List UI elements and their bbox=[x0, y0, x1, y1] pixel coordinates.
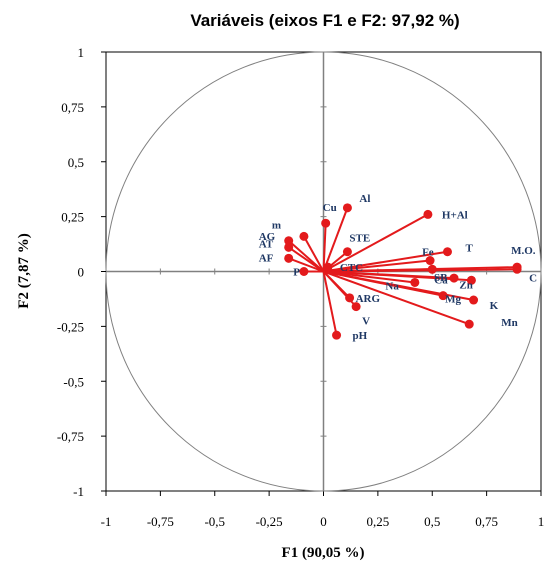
y-tick-label: -1 bbox=[73, 484, 84, 499]
point-marker bbox=[299, 267, 309, 276]
point-marker bbox=[299, 231, 309, 241]
vector-at bbox=[288, 246, 325, 273]
x-axis-label: F1 (90,05 %) bbox=[282, 545, 365, 561]
vector-ca bbox=[323, 268, 433, 273]
point-marker bbox=[284, 253, 294, 263]
chart-title: Variáveis (eixos F1 e F2: 97,92 %) bbox=[190, 11, 459, 30]
variable-label: Mn bbox=[501, 317, 517, 329]
y-tick-label: 1 bbox=[78, 45, 85, 60]
y-axis-label: F2 (7,87 %) bbox=[16, 233, 32, 308]
point-marker bbox=[323, 262, 333, 272]
point-marker bbox=[284, 242, 294, 252]
variable-label: Mg bbox=[445, 294, 461, 306]
vector-cu bbox=[322, 223, 327, 272]
vector-na bbox=[323, 270, 415, 284]
variable-label: AT bbox=[259, 238, 274, 250]
variable-label: Zn bbox=[459, 279, 472, 291]
point-marker bbox=[442, 247, 452, 257]
variable-label: P bbox=[293, 267, 300, 279]
y-tick-label: -0,25 bbox=[57, 319, 84, 334]
point-marker bbox=[469, 295, 479, 305]
point-marker bbox=[321, 218, 331, 228]
point-marker bbox=[410, 277, 420, 287]
variable-label: M.O. bbox=[511, 245, 536, 257]
x-tick-label: -0,5 bbox=[204, 514, 225, 529]
variable-label: H+Al bbox=[442, 209, 468, 221]
x-tick-label: -1 bbox=[101, 514, 112, 529]
point-marker bbox=[512, 264, 522, 274]
x-tick-label: 0,25 bbox=[367, 514, 390, 529]
point-marker bbox=[351, 302, 361, 312]
point-marker bbox=[345, 293, 355, 303]
y-tick-label: -0,75 bbox=[57, 429, 84, 444]
y-tick-label: 0,25 bbox=[61, 210, 84, 225]
variable-label: Fe bbox=[422, 247, 434, 259]
point-marker bbox=[342, 247, 352, 257]
variable-label: K bbox=[490, 300, 499, 312]
variable-label: pH bbox=[353, 330, 368, 342]
x-tick-label: -0,75 bbox=[147, 514, 174, 529]
vector-t bbox=[323, 250, 448, 273]
x-tick-label: 0 bbox=[320, 514, 327, 529]
variable-label: Ca bbox=[434, 274, 448, 286]
point-marker bbox=[342, 203, 352, 213]
point-marker bbox=[423, 209, 433, 219]
x-tick-label: 0,75 bbox=[475, 514, 498, 529]
x-tick-label: 1 bbox=[538, 514, 544, 529]
vector-zn bbox=[323, 270, 472, 282]
vector-h-al bbox=[323, 213, 429, 273]
vector-fe bbox=[323, 259, 431, 273]
variable-label: Al bbox=[359, 193, 370, 205]
variable-label: CTC bbox=[340, 262, 363, 274]
variable-label: m bbox=[272, 219, 281, 231]
variable-label: SB bbox=[434, 272, 448, 284]
variable-label: Na bbox=[385, 280, 399, 292]
point-marker bbox=[464, 319, 474, 329]
y-tick-label: 0,5 bbox=[68, 155, 84, 170]
variable-label: ARG bbox=[356, 293, 381, 305]
y-tick-label: 0,75 bbox=[61, 100, 84, 115]
vector-ph bbox=[322, 271, 338, 336]
vector-mn bbox=[323, 270, 470, 326]
variable-label: STE bbox=[349, 233, 370, 245]
variable-label: C bbox=[529, 272, 537, 284]
variable-label: T bbox=[465, 243, 473, 255]
variable-label: V bbox=[362, 316, 370, 328]
vector-m bbox=[303, 235, 325, 272]
point-marker bbox=[332, 330, 342, 340]
y-tick-label: -0,5 bbox=[63, 374, 84, 389]
vector-v bbox=[322, 270, 357, 308]
variable-label: Cu bbox=[323, 202, 337, 214]
point-marker bbox=[427, 264, 437, 274]
vector-af bbox=[288, 257, 324, 273]
vector-al bbox=[322, 207, 349, 272]
point-marker bbox=[425, 256, 435, 266]
variable-label: AF bbox=[259, 252, 274, 264]
x-tick-label: -0,25 bbox=[256, 514, 283, 529]
point-marker bbox=[284, 236, 294, 246]
vector-k bbox=[323, 270, 474, 302]
point-marker bbox=[466, 275, 476, 285]
x-tick-label: 0,5 bbox=[424, 514, 440, 529]
variable-label: AG bbox=[259, 231, 276, 243]
y-tick-label: 0 bbox=[78, 265, 85, 280]
